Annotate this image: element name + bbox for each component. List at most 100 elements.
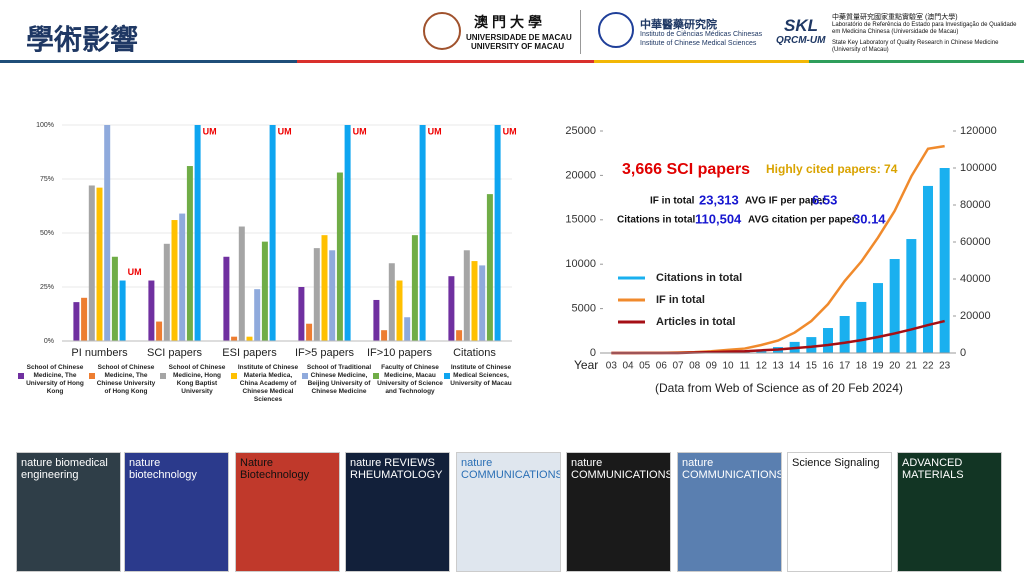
- bar: [889, 259, 900, 353]
- legend-label: Faculty of Chinese Medicine, Macau Unive…: [377, 364, 443, 395]
- x-tick-label: 03: [606, 361, 618, 372]
- logo-text: Instituto de Ciências Médicas Chinesas: [640, 31, 763, 38]
- y2-tick-label: 20000: [960, 310, 991, 322]
- x-tick-label: 10: [722, 361, 734, 372]
- x-tick-label: 07: [672, 361, 684, 372]
- bar: [261, 241, 268, 341]
- bar: [238, 226, 245, 341]
- y-tick-label: 0: [590, 347, 596, 359]
- bar-annotation: UM: [128, 267, 142, 277]
- annotation: (Data from Web of Science as of 20 Feb 2…: [655, 381, 903, 395]
- logo-text: 中華醫藥研究院: [640, 19, 717, 31]
- logo-text: UNIVERSIDADE DE MACAU: [466, 33, 572, 42]
- bar: [171, 220, 178, 341]
- bar: [119, 280, 126, 341]
- bar: [486, 194, 493, 341]
- journal-cover: ADVANCED MATERIALS: [897, 452, 1002, 572]
- legend-label: Institute of Chinese Materia Medica, Chi…: [237, 364, 299, 403]
- y-tick-label: 15000: [565, 214, 596, 226]
- bar: [873, 283, 883, 353]
- bar: [823, 328, 833, 353]
- y-tick-label: 100%: [36, 122, 54, 129]
- logo-text: 中藥質量研究國家重點實驗室 (澳門大學): [832, 14, 958, 21]
- x-tick-label: 08: [689, 361, 701, 372]
- bar: [856, 301, 867, 353]
- annotation: 3,666 SCI papers: [622, 161, 750, 178]
- legend-item: Institute of Chinese Medical Sciences, U…: [444, 364, 514, 388]
- x-tick-label: 22: [922, 361, 934, 372]
- y2-tick-label: 100000: [960, 162, 997, 174]
- x-tick-label: 14: [789, 361, 801, 372]
- y-tick-label: 5000: [572, 303, 596, 315]
- logo-text: SKL: [784, 16, 818, 35]
- x-tick-label: 15: [806, 361, 818, 372]
- bar: [194, 125, 201, 341]
- logo-text: State Key Laboratory of Quality Research…: [832, 40, 999, 53]
- bar: [179, 213, 186, 341]
- journal-cover: nature biomedical engineering: [16, 452, 121, 572]
- bar: [336, 172, 343, 341]
- bar: [479, 265, 486, 341]
- logo-text: 澳門大學: [474, 14, 546, 30]
- annotation: Highly cited papers: 74: [766, 162, 898, 176]
- legend-swatch: [302, 373, 308, 379]
- bar: [456, 330, 463, 341]
- bar: [344, 125, 351, 341]
- annotation: 110,504: [695, 211, 742, 226]
- x-tick-label: ESI papers: [222, 347, 277, 359]
- y2-tick-label: 0: [960, 347, 966, 359]
- y2-tick-label: 60000: [960, 236, 991, 248]
- legend-label: IF in total: [656, 294, 705, 306]
- logo-text: Laboratório de Referência do Estado para…: [832, 22, 1017, 35]
- bar: [329, 250, 336, 341]
- bar: [223, 256, 230, 341]
- bar: [448, 276, 455, 341]
- x-tick-label: 12: [756, 361, 768, 372]
- logo-circle: [598, 12, 634, 48]
- bar: [388, 263, 395, 341]
- bar: [163, 243, 170, 341]
- journal-cover: nature COMMUNICATIONS: [677, 452, 782, 572]
- x-tick-label: PI numbers: [71, 347, 128, 359]
- bar: [73, 302, 80, 341]
- journal-cover: nature REVIEWS RHEUMATOLOGY: [345, 452, 450, 572]
- x-tick-label: 23: [939, 361, 951, 372]
- legend-swatch: [444, 373, 450, 379]
- x-tick-label: 17: [839, 361, 851, 372]
- bar: [939, 168, 950, 353]
- x-tick-label: 19: [872, 361, 884, 372]
- y-tick-label: 10000: [565, 258, 596, 270]
- annotation: Citations in total: [617, 215, 696, 226]
- bar: [81, 297, 88, 341]
- bar: [88, 185, 95, 341]
- bar: [269, 125, 276, 341]
- bar: [111, 256, 118, 341]
- bar: [148, 280, 155, 341]
- bar: [419, 125, 426, 341]
- y2-tick-label: 40000: [960, 273, 991, 285]
- y-tick-label: 25%: [40, 284, 54, 291]
- legend-item: Faculty of Chinese Medicine, Macau Unive…: [373, 364, 443, 396]
- bar: [313, 248, 320, 341]
- slide-title: 學術影響: [26, 24, 139, 55]
- bar: [246, 336, 253, 341]
- y2-tick-label: 120000: [960, 125, 997, 137]
- legend-item: School of Traditional Chinese Medicine, …: [302, 364, 372, 396]
- x-tick-label: Citations: [453, 347, 496, 359]
- x-tick-label: 06: [656, 361, 668, 372]
- bar: [839, 316, 850, 353]
- journal-cover: nature biotechnology: [124, 452, 229, 572]
- x-tick-label: SCI papers: [147, 347, 203, 359]
- bar: [254, 289, 261, 341]
- x-tick-label: 11: [739, 361, 750, 372]
- journal-cover: Nature Biotechnology: [235, 452, 340, 572]
- bar: [411, 235, 418, 341]
- legend-item: Institute of Chinese Materia Medica, Chi…: [231, 364, 301, 404]
- bar: [396, 280, 403, 341]
- bar: [96, 187, 103, 341]
- bar-annotation: UM: [353, 126, 367, 136]
- x-axis-label: Year: [574, 358, 598, 372]
- journal-cover: nature COMMUNICATIONS: [456, 452, 561, 572]
- legend-label: Articles in total: [656, 316, 735, 328]
